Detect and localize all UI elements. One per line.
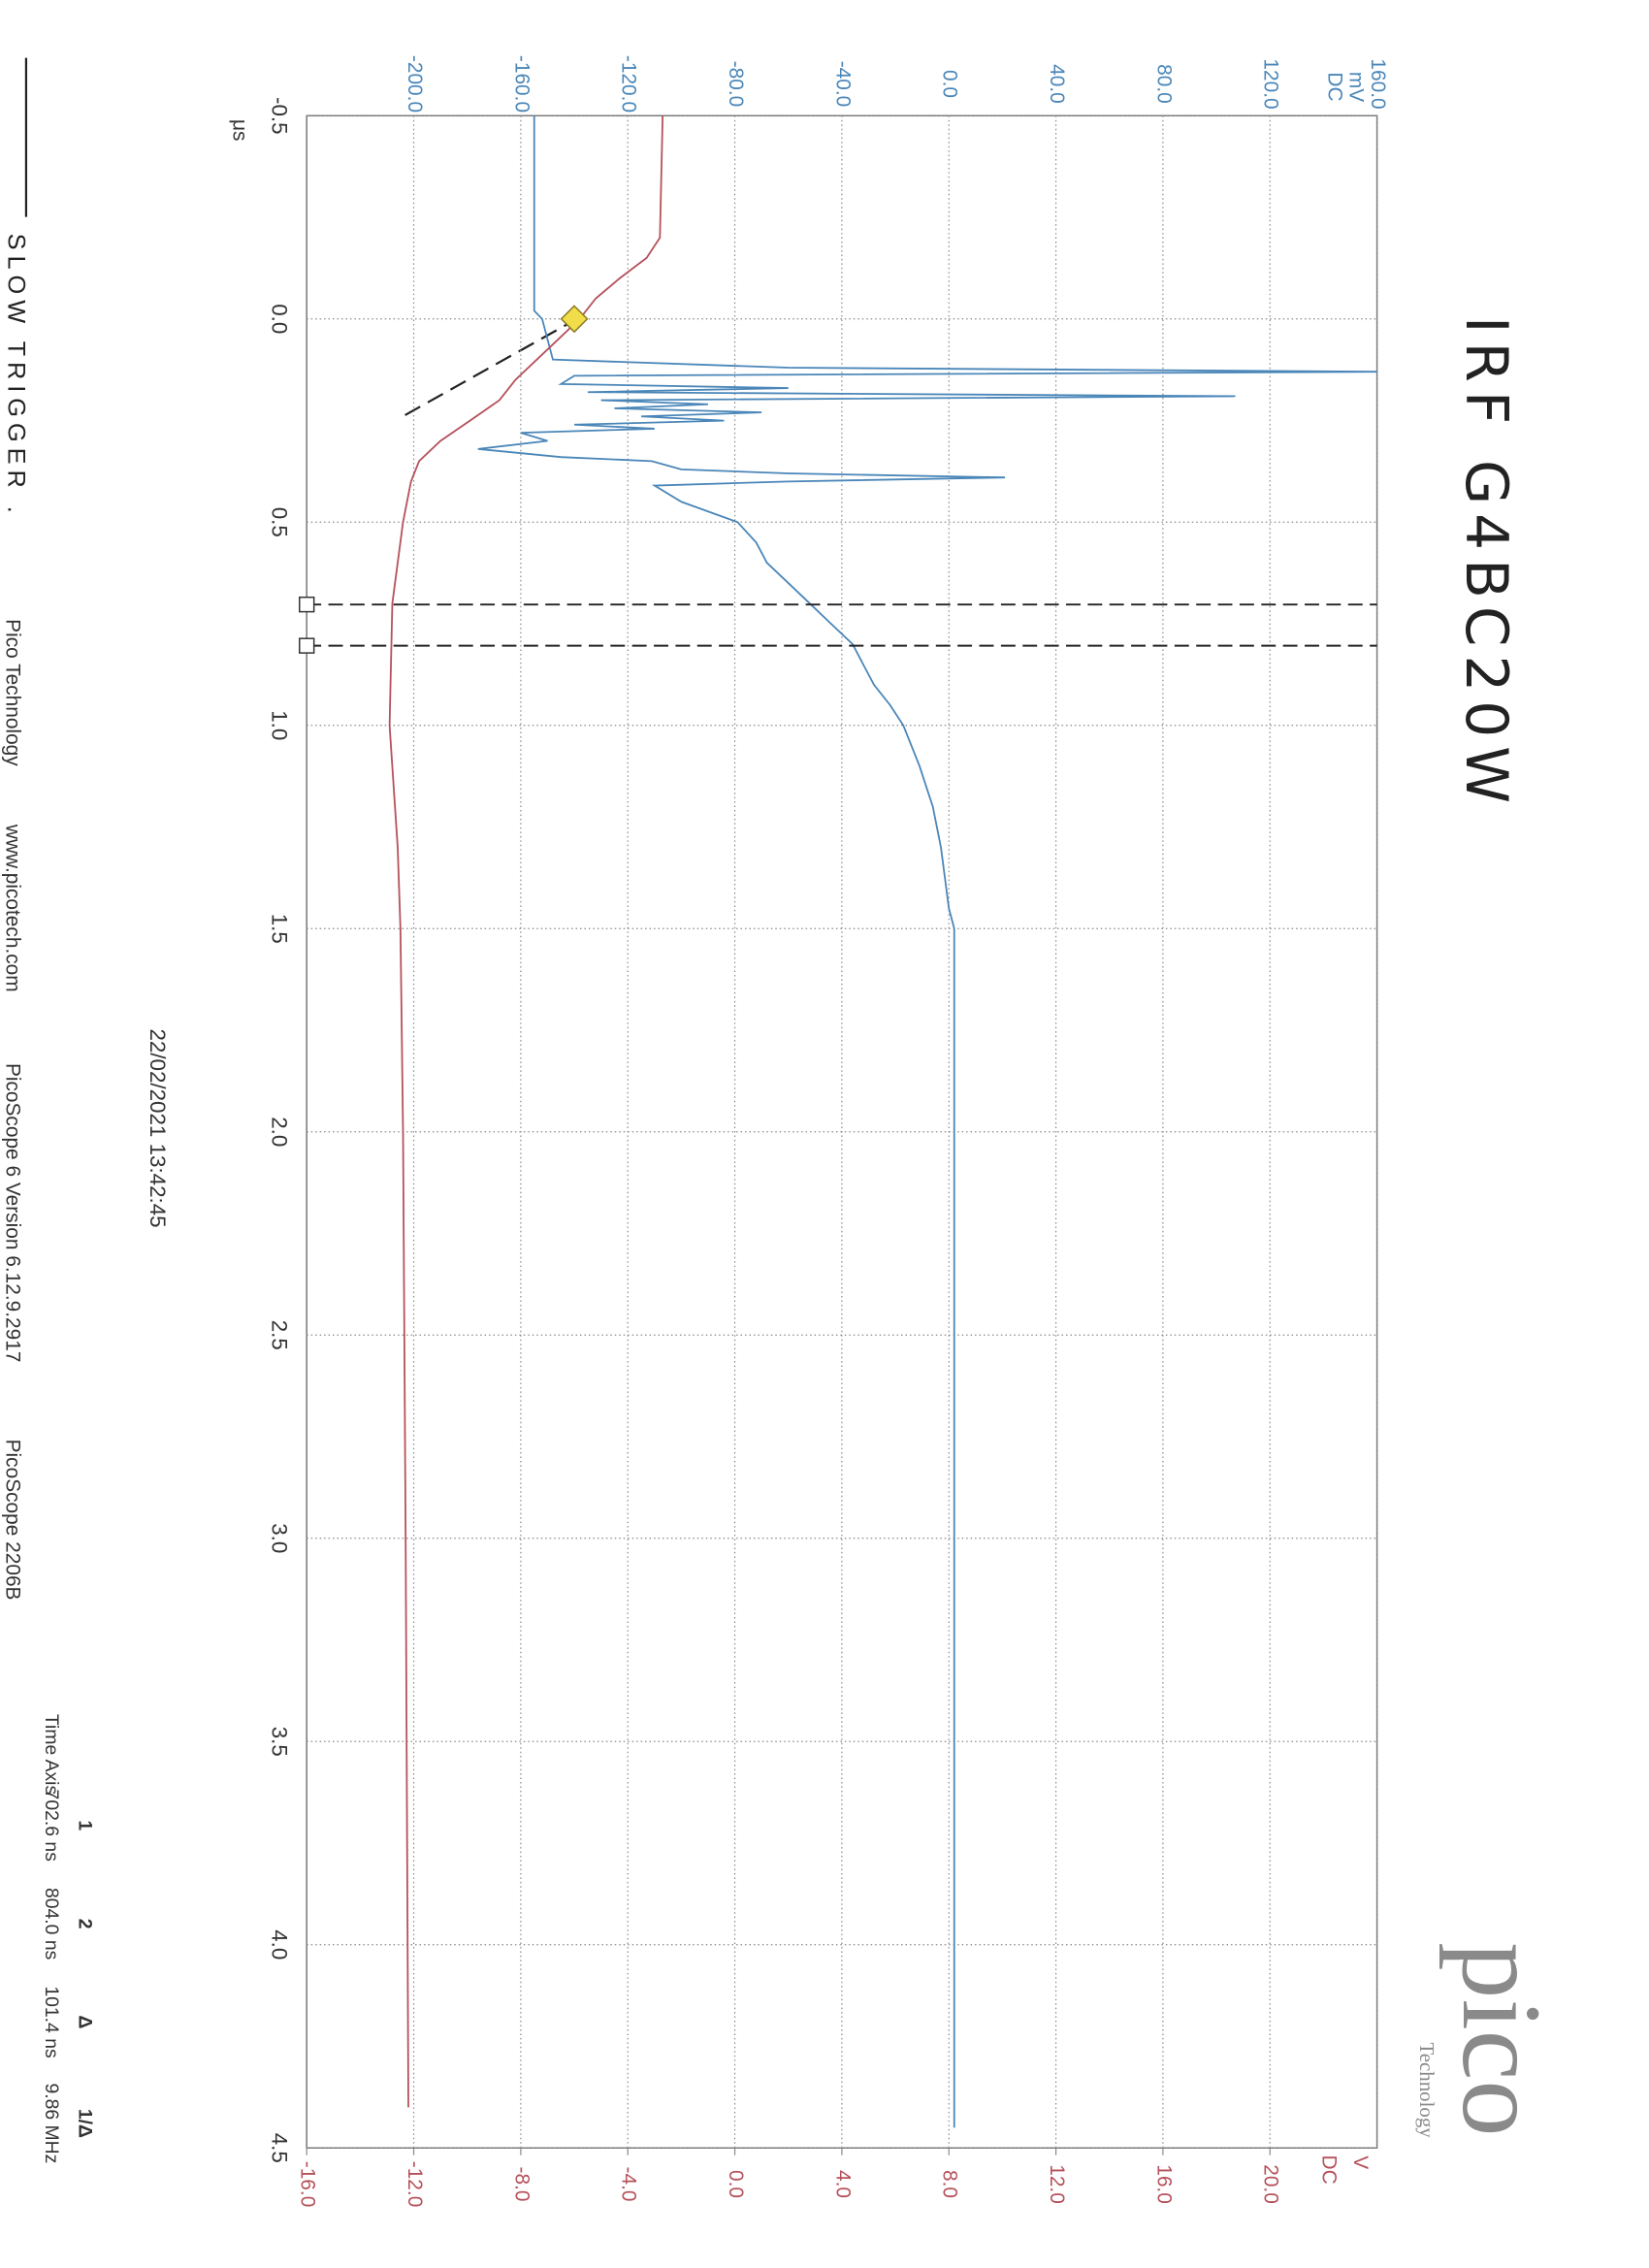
- x-unit: μs: [229, 119, 251, 141]
- y2-tick-label: -16.0: [297, 2161, 319, 2208]
- cursor-table-header: 2: [74, 1919, 95, 1929]
- y-tick-label: 0.0: [939, 70, 961, 98]
- x-tick-label: -0.5: [267, 97, 291, 135]
- y-tick-label: 80.0: [1152, 64, 1175, 104]
- x-tick-label: 0.0: [267, 304, 291, 334]
- series-line: [388, 115, 664, 2108]
- cursor-table-title: Time Axis: [41, 1714, 62, 1795]
- cursor-handle: [298, 596, 315, 613]
- x-tick-label: 0.5: [267, 507, 291, 537]
- trigger-marker: [560, 305, 589, 334]
- cursor-table-value: 702.6 ns: [41, 1790, 62, 1862]
- cursor-table-value: 9.86 MHz: [41, 2083, 62, 2163]
- logo-tagline: Technology: [1415, 2043, 1439, 2139]
- y-tick-label: -40.0: [831, 61, 854, 108]
- x-tick-label: 4.0: [267, 1929, 291, 1960]
- y2-tick-label: 12.0: [1046, 2164, 1068, 2204]
- y2-tick-label: -4.0: [618, 2167, 640, 2202]
- y2-tick-label: 20.0: [1260, 2164, 1282, 2204]
- note: SLOW TRIGGER .: [2, 234, 29, 519]
- y2-unit: V: [1349, 2155, 1372, 2169]
- y2-tick-label: 8.0: [939, 2170, 961, 2198]
- footer-text: PicoScope 2206B: [2, 1440, 24, 1601]
- x-tick-label: 2.5: [267, 1320, 291, 1350]
- y-tick-label: -120.0: [618, 55, 640, 113]
- y-tick-label: -160.0: [510, 55, 533, 113]
- y-tick-label: 40.0: [1046, 64, 1068, 104]
- y2-tick-label: 16.0: [1152, 2164, 1175, 2204]
- cursor-table-header: 1/Δ: [74, 2109, 95, 2138]
- x-tick-label: 4.5: [267, 2133, 291, 2163]
- x-tick-label: 3.0: [267, 1523, 291, 1553]
- chart-title: IRF G4BC20W: [1452, 316, 1519, 812]
- x-tick-label: 1.5: [267, 914, 291, 944]
- footer-text: www.picotech.com: [2, 824, 24, 992]
- series-line: [477, 115, 1377, 2128]
- y2-tick-label: 0.0: [725, 2170, 747, 2198]
- y2-tick-label: -8.0: [510, 2167, 533, 2202]
- cursor-table-value: 804.0 ns: [41, 1888, 62, 1960]
- y-unit: mV: [1345, 72, 1368, 102]
- cursor-table-header: Δ: [74, 2016, 95, 2029]
- date: 22/02/2021 13:42:45: [146, 1028, 170, 1227]
- cursor-table-header: 1: [74, 1820, 95, 1831]
- x-tick-label: 1.0: [267, 710, 291, 740]
- y2-tick-label: 4.0: [831, 2170, 854, 2198]
- y-tick-label: -200.0: [404, 55, 426, 113]
- cursor-handle: [298, 637, 315, 654]
- y2-coupling: DC: [1317, 2155, 1340, 2185]
- x-tick-label: 2.0: [267, 1117, 291, 1147]
- cursor-table-value: 101.4 ns: [41, 1986, 62, 2057]
- y-tick-label: -80.0: [725, 61, 747, 108]
- footer-text: Pico Technology: [2, 619, 24, 766]
- footer-text: PicoScope 6 Version 6.12.9.2917: [2, 1063, 24, 1362]
- y-tick-label: 160.0: [1367, 58, 1389, 109]
- y2-tick-label: -12.0: [404, 2161, 426, 2208]
- y-coupling: DC: [1323, 72, 1345, 101]
- tangent-line: [404, 320, 574, 416]
- x-tick-label: 3.5: [267, 1727, 291, 1757]
- logo-name: pico: [1439, 1942, 1564, 2136]
- y-tick-label: 120.0: [1260, 58, 1282, 109]
